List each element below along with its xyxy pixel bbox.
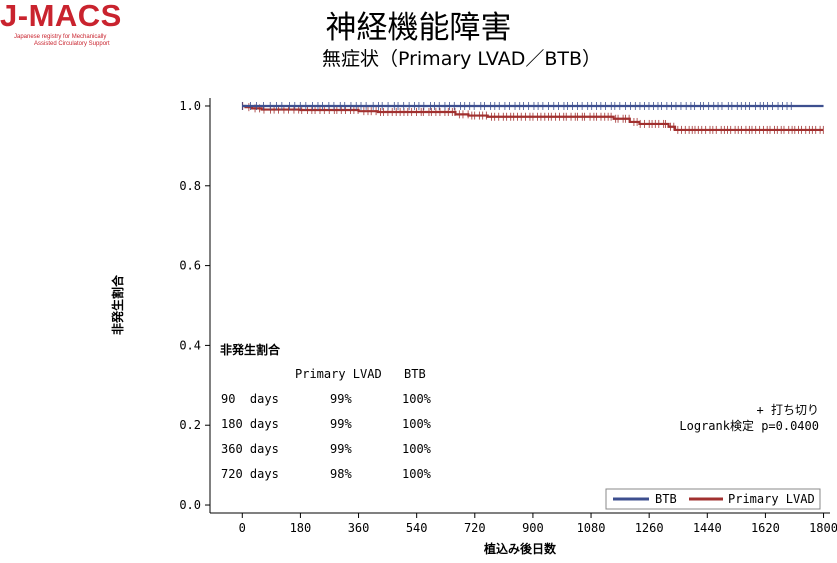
censor-annotation: + 打ち切り xyxy=(757,403,819,417)
x-tick-label: 1260 xyxy=(635,521,664,535)
x-tick-label: 360 xyxy=(348,521,370,535)
y-tick-label: 0.8 xyxy=(179,179,201,193)
x-tick-label: 900 xyxy=(522,521,544,535)
inset-row-lvad: 99% xyxy=(330,442,352,456)
logrank-annotation: Logrank検定 p=0.0400 xyxy=(679,418,819,433)
inset-header-lvad: Primary LVAD xyxy=(295,367,382,381)
x-ticks: 0 180 360 540 720 900 1080 1260 1440 1620 1800 xyxy=(239,513,837,535)
x-tick-label: 1800 xyxy=(809,521,837,535)
x-tick-label: 1440 xyxy=(693,521,722,535)
inset-row-btb: 100% xyxy=(402,467,432,481)
inset-row-lvad: 98% xyxy=(330,467,352,481)
inset-row-lvad: 99% xyxy=(330,392,352,406)
legend-label-btb: BTB xyxy=(655,492,677,506)
inset-table: 非発生割合 Primary LVAD BTB 90 days 99% 100% … xyxy=(220,342,432,481)
x-tick-label: 720 xyxy=(464,521,486,535)
inset-row-label: 180 days xyxy=(221,417,279,431)
x-tick-label: 180 xyxy=(290,521,312,535)
inset-row-lvad: 99% xyxy=(330,417,352,431)
x-tick-label: 0 xyxy=(239,521,246,535)
y-tick-label: 0.4 xyxy=(179,338,201,352)
y-tick-label: 0.2 xyxy=(179,418,201,432)
inset-header-btb: BTB xyxy=(404,367,426,381)
logo-tagline-1: Japanese registry for Mechanically xyxy=(14,34,107,40)
page-subtitle: 無症状（Primary LVAD／BTB） xyxy=(321,48,602,70)
legend-label-lvad: Primary LVAD xyxy=(728,492,815,506)
inset-row-label: 360 days xyxy=(221,442,279,456)
jmacs-logo: J-MACS Japanese registry for Mechanicall… xyxy=(0,0,140,50)
inset-row-btb: 100% xyxy=(402,392,432,406)
inset-row-btb: 100% xyxy=(402,442,432,456)
x-tick-label: 1620 xyxy=(751,521,780,535)
x-tick-label: 540 xyxy=(406,521,428,535)
series-btb xyxy=(241,101,824,110)
logo-text: J-MACS xyxy=(0,0,122,33)
inset-row-btb: 100% xyxy=(402,417,432,431)
page-title: 神経機能障害 xyxy=(325,10,512,46)
y-axis-label: 非発生割合 xyxy=(110,274,125,335)
y-tick-label: 0.0 xyxy=(179,498,201,512)
inset-table-title: 非発生割合 xyxy=(220,342,281,357)
y-ticks: 1.0 0.8 0.6 0.4 0.2 0.0 xyxy=(179,99,210,512)
x-tick-label: 1080 xyxy=(577,521,606,535)
series-layer xyxy=(241,101,824,134)
inset-row-label: 720 days xyxy=(221,467,279,481)
inset-row-label: 90 days xyxy=(221,392,279,406)
y-tick-label: 1.0 xyxy=(179,99,201,113)
x-axis-label: 植込み後日数 xyxy=(483,541,557,556)
legend: BTB Primary LVAD xyxy=(605,488,821,510)
logo-tagline-2: Assisted Circulatory Support xyxy=(34,41,110,47)
y-tick-label: 0.6 xyxy=(179,259,201,273)
